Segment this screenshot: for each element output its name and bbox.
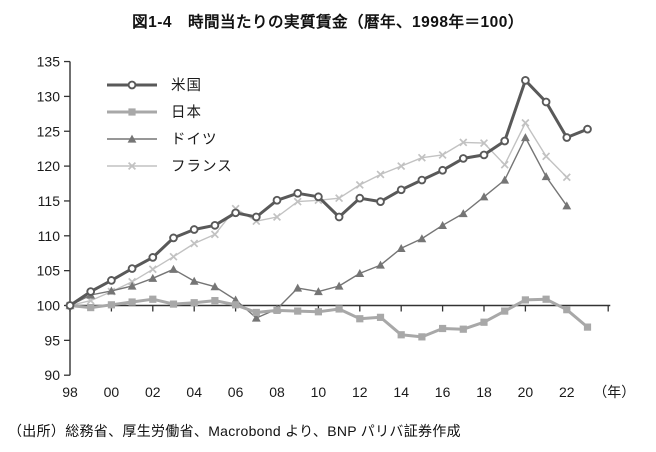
legend-item-france: フランス xyxy=(106,152,233,179)
x-tick-label: 22 xyxy=(559,384,575,400)
legend-label-germany: ドイツ xyxy=(171,132,218,148)
x-tick-label: 12 xyxy=(352,384,368,400)
page-title: 図1-4 時間当たりの実質賃金（暦年、1998年＝100） xyxy=(132,14,524,31)
y-tick-label: 95 xyxy=(44,332,60,348)
x-tick-label: 20 xyxy=(518,384,534,400)
y-tick-label: 135 xyxy=(37,54,61,70)
legend-label-japan: 日本 xyxy=(171,105,202,121)
x-axis-unit-label: （年） xyxy=(593,384,635,400)
germany-line-triangle-marker-icon xyxy=(106,132,158,146)
series-us xyxy=(65,76,592,310)
series-japan xyxy=(66,295,592,341)
y-tick-label: 115 xyxy=(38,193,61,209)
x-tick-label: 98 xyxy=(62,384,78,400)
y-tick-label: 125 xyxy=(37,123,61,139)
x-tick-label: 06 xyxy=(228,384,244,400)
x-tick-label: 00 xyxy=(104,384,120,400)
legend: 米国 日本 ドイツ フランス xyxy=(106,71,233,179)
series-markers-japan xyxy=(66,295,592,341)
y-tick-label: 105 xyxy=(37,263,61,279)
y-tick-label: 100 xyxy=(37,298,61,314)
series-germany xyxy=(65,133,572,322)
japan-line-square-marker-icon xyxy=(106,105,158,119)
x-ticks: 98 00 02 04 06 08 10 12 14 16 18 20 22 （年） xyxy=(62,305,635,400)
y-tick-label: 130 xyxy=(37,88,61,104)
legend-label-france: フランス xyxy=(171,159,233,175)
y-tick-label: 120 xyxy=(37,158,61,174)
series-markers-germany xyxy=(65,133,572,322)
x-tick-label: 18 xyxy=(476,384,492,400)
y-ticks: 90 95 100 105 110 115 120 125 130 135 xyxy=(37,54,70,383)
x-tick-label: 08 xyxy=(269,384,285,400)
legend-item-germany: ドイツ xyxy=(106,125,233,152)
series-markers-us xyxy=(65,76,592,310)
y-tick-label: 110 xyxy=(38,228,61,244)
source-note: （出所）総務省、厚生労働省、Macrobond より、BNP パリバ証券作成 xyxy=(8,423,461,439)
x-tick-label: 02 xyxy=(145,384,161,400)
legend-item-japan: 日本 xyxy=(106,98,233,125)
x-tick-label: 10 xyxy=(311,384,327,400)
us-line-circle-marker-icon xyxy=(106,78,158,92)
france-line-x-marker-icon xyxy=(106,159,158,173)
x-tick-label: 16 xyxy=(435,384,451,400)
legend-item-us: 米国 xyxy=(106,71,233,98)
legend-label-us: 米国 xyxy=(171,78,202,94)
x-tick-label: 04 xyxy=(186,384,202,400)
y-tick-label: 90 xyxy=(44,367,60,383)
x-tick-label: 14 xyxy=(393,384,409,400)
